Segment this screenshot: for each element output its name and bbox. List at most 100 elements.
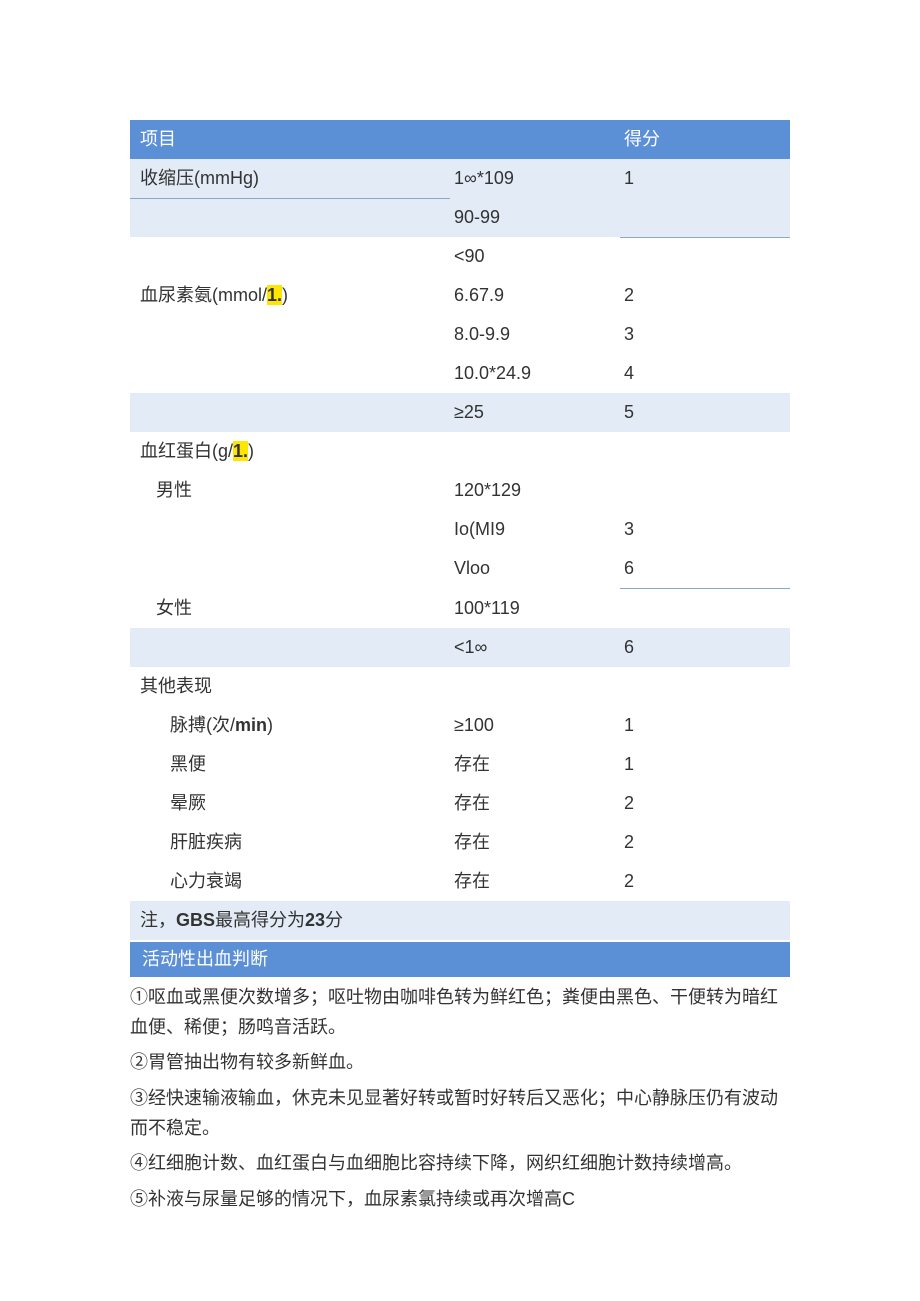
cell-item: 男性 bbox=[130, 471, 450, 510]
cell-score: 1 bbox=[620, 159, 790, 198]
cell-range: 存在 bbox=[450, 784, 620, 823]
paragraph: ②胃管抽出物有较多新鲜血。 bbox=[130, 1042, 790, 1078]
cell-item bbox=[130, 237, 450, 276]
table-row: 8.0-9.9 3 bbox=[130, 315, 790, 354]
cell-suffix: ) bbox=[282, 285, 288, 305]
table-row: 10.0*24.9 4 bbox=[130, 354, 790, 393]
score-table: 项目 得分 收缩压(mmHg) 1∞*109 1 90-99 <90 血尿素氨(… bbox=[130, 120, 790, 940]
cell-score: 2 bbox=[620, 784, 790, 823]
cell-range: 120*129 bbox=[450, 471, 620, 510]
table-row: ≥25 5 bbox=[130, 393, 790, 432]
cell-score: 2 bbox=[620, 276, 790, 315]
cell-range: Vloo bbox=[450, 549, 620, 589]
table-row: 心力衰竭 存在 2 bbox=[130, 862, 790, 901]
cell-score: 4 bbox=[620, 354, 790, 393]
cell-item bbox=[130, 354, 450, 393]
cell-range: 90-99 bbox=[450, 198, 620, 237]
table-row: 脉搏(次/min) ≥100 1 bbox=[130, 706, 790, 745]
cell-score: 2 bbox=[620, 823, 790, 862]
cell-range: 1∞*109 bbox=[450, 159, 620, 198]
note-suffix: 分 bbox=[325, 910, 343, 930]
cell-item: 女性 bbox=[130, 589, 450, 628]
cell-range bbox=[450, 432, 620, 471]
cell-score bbox=[620, 667, 790, 706]
paragraph: ①呕血或黑便次数增多；呕吐物由咖啡色转为鲜红色；粪便由黑色、干便转为暗红血便、稀… bbox=[130, 977, 790, 1042]
cell-range: <90 bbox=[450, 237, 620, 276]
cell-prefix: 血红蛋白(g/ bbox=[140, 441, 233, 461]
cell-range: 存在 bbox=[450, 823, 620, 862]
cell-score: 2 bbox=[620, 862, 790, 901]
cell-bold: min bbox=[235, 715, 267, 735]
table-row: 血尿素氨(mmol/1.) 6.67.9 2 bbox=[130, 276, 790, 315]
table-row: 收缩压(mmHg) 1∞*109 1 bbox=[130, 159, 790, 198]
table-row: 男性 120*129 bbox=[130, 471, 790, 510]
cell-range: <1∞ bbox=[450, 628, 620, 667]
cell-item bbox=[130, 315, 450, 354]
cell-score: 6 bbox=[620, 549, 790, 589]
cell-score: 1 bbox=[620, 706, 790, 745]
cell-item bbox=[130, 549, 450, 589]
cell-range: 100*119 bbox=[450, 589, 620, 628]
cell-range bbox=[450, 667, 620, 706]
header-col1: 项目 bbox=[130, 120, 450, 159]
cell-item: 晕厥 bbox=[130, 784, 450, 823]
table-row: 血红蛋白(g/1.) bbox=[130, 432, 790, 471]
table-row: 其他表现 bbox=[130, 667, 790, 706]
table-row: 90-99 bbox=[130, 198, 790, 237]
cell-item: 其他表现 bbox=[130, 667, 450, 706]
note-num: 23 bbox=[305, 910, 325, 930]
table-row: 女性 100*119 bbox=[130, 589, 790, 628]
paragraph: ③经快速输液输血，休克未见显著好转或暂时好转后又恶化；中心静脉压仍有波动而不稳定… bbox=[130, 1078, 790, 1143]
table-row: 晕厥 存在 2 bbox=[130, 784, 790, 823]
note-bold: GBS bbox=[176, 910, 215, 930]
cell-range: ≥25 bbox=[450, 393, 620, 432]
cell-prefix: 脉搏(次/ bbox=[170, 715, 235, 735]
cell-item bbox=[130, 628, 450, 667]
cell-suffix: ) bbox=[248, 441, 254, 461]
note-mid: 最高得分为 bbox=[215, 910, 305, 930]
cell-suffix: ) bbox=[267, 715, 273, 735]
table-header-row: 项目 得分 bbox=[130, 120, 790, 159]
cell-prefix: 血尿素氨(mmol/ bbox=[140, 285, 267, 305]
header-col3: 得分 bbox=[620, 120, 790, 159]
note-prefix: 注， bbox=[140, 910, 176, 930]
cell-score bbox=[620, 589, 790, 628]
table-row: 黑便 存在 1 bbox=[130, 745, 790, 784]
cell-range: 存在 bbox=[450, 862, 620, 901]
table-row: 肝脏疾病 存在 2 bbox=[130, 823, 790, 862]
cell-score: 3 bbox=[620, 315, 790, 354]
section-title: 活动性出血判断 bbox=[130, 942, 790, 977]
table-row: Io(MI9 3 bbox=[130, 510, 790, 549]
table-row: <1∞ 6 bbox=[130, 628, 790, 667]
header-col2 bbox=[450, 120, 620, 159]
cell-item: 肝脏疾病 bbox=[130, 823, 450, 862]
cell-range: 6.67.9 bbox=[450, 276, 620, 315]
cell-item bbox=[130, 198, 450, 237]
cell-range: 10.0*24.9 bbox=[450, 354, 620, 393]
cell-highlight: 1. bbox=[267, 285, 282, 305]
cell-item: 黑便 bbox=[130, 745, 450, 784]
cell-range: Io(MI9 bbox=[450, 510, 620, 549]
cell-highlight: 1. bbox=[233, 441, 248, 461]
cell-score bbox=[620, 471, 790, 510]
cell-range: 存在 bbox=[450, 745, 620, 784]
cell-score: 6 bbox=[620, 628, 790, 667]
cell-item: 收缩压(mmHg) bbox=[130, 159, 450, 198]
cell-score bbox=[620, 432, 790, 471]
cell-score: 5 bbox=[620, 393, 790, 432]
paragraph: ④红细胞计数、血红蛋白与血细胞比容持续下降，网织红细胞计数持续增高。 bbox=[130, 1143, 790, 1179]
cell-score bbox=[620, 237, 790, 276]
cell-item bbox=[130, 510, 450, 549]
cell-score bbox=[620, 198, 790, 237]
cell-score: 1 bbox=[620, 745, 790, 784]
cell-item: 心力衰竭 bbox=[130, 862, 450, 901]
paragraph: ⑤补液与尿量足够的情况下，血尿素氯持续或再次增高C bbox=[130, 1179, 790, 1215]
table-note: 注，GBS最高得分为23分 bbox=[130, 901, 790, 940]
table-row: <90 bbox=[130, 237, 790, 276]
cell-item: 血红蛋白(g/1.) bbox=[130, 432, 450, 471]
cell-range: 8.0-9.9 bbox=[450, 315, 620, 354]
cell-item: 脉搏(次/min) bbox=[130, 706, 450, 745]
cell-item: 血尿素氨(mmol/1.) bbox=[130, 276, 450, 315]
cell-range: ≥100 bbox=[450, 706, 620, 745]
cell-item bbox=[130, 393, 450, 432]
